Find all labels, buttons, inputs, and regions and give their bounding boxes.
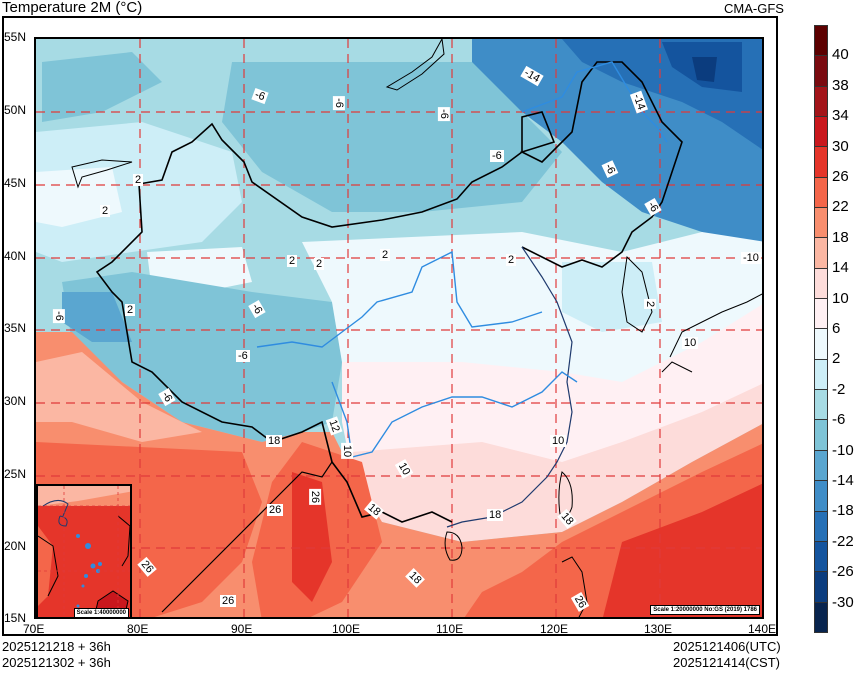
south-china-sea-inset: Scale 1:40000000	[36, 484, 132, 617]
colorbar-tick-label: -6	[832, 411, 846, 429]
lat-label: 25N	[4, 467, 27, 481]
lon-label: 70E	[23, 622, 45, 636]
lon-label: 130E	[644, 622, 673, 636]
model-name: CMA-GFS	[724, 1, 784, 16]
lat-label: 15N	[4, 611, 27, 625]
colorbar-tick-label: -22	[832, 532, 854, 550]
colorbar-tick-label: 18	[832, 228, 849, 246]
colorbar-bin	[815, 208, 827, 239]
contour-label: -6	[236, 350, 250, 362]
map-scale-label: Scale 1:20000000 No:GS (2019) 1786	[650, 605, 760, 615]
contour-label: 18	[487, 509, 504, 521]
lat-label: 20N	[4, 539, 27, 553]
colorbar-bin	[815, 602, 827, 632]
lon-label: 80E	[127, 622, 149, 636]
colorbar-tick-label: 2	[832, 350, 841, 368]
lon-label: 140E	[748, 622, 777, 636]
colorbar-tick-label: 30	[832, 137, 849, 155]
contour-label: 18	[266, 435, 283, 447]
amur-river	[521, 61, 668, 143]
valid-time-utc: 2025121406(UTC)	[673, 639, 781, 654]
lat-label: 50N	[4, 103, 27, 117]
colorbar-bin	[815, 511, 827, 542]
colorbar-bin	[815, 420, 827, 451]
contour-label: 2	[644, 298, 657, 310]
plot-frame	[2, 16, 778, 636]
yellow-river	[256, 250, 543, 348]
colorbar-bin	[815, 450, 827, 482]
lat-label: 45N	[4, 176, 27, 190]
colorbar-tick-label: 26	[832, 168, 849, 185]
lon-label: 110E	[436, 622, 464, 636]
contour-label: 2	[506, 254, 517, 266]
contour-label: -6	[52, 309, 65, 323]
lat-label: 55N	[4, 30, 27, 44]
colorbar-bin	[815, 117, 827, 148]
init-time-cst: 2025121302 + 36h	[2, 655, 111, 670]
valid-time-cst: 2025121414(CST)	[673, 655, 780, 670]
contour-label: 2	[133, 174, 144, 186]
colorbar-bin	[815, 26, 827, 57]
colorbar-bin	[815, 238, 827, 269]
contour-label: -10	[741, 252, 761, 264]
contour-label: 10	[341, 442, 354, 460]
contour-label: 2	[125, 304, 136, 316]
colorbar-tick-label: 6	[832, 320, 841, 337]
colorbar-bin	[815, 86, 827, 118]
contour-label: 2	[287, 255, 298, 267]
contour-label: 26	[309, 488, 322, 506]
contour-label: 2	[380, 249, 391, 261]
contour-label: -6	[490, 150, 504, 162]
colorbar-tick-label: 40	[832, 46, 849, 64]
colorbar-tick-label: 38	[832, 76, 849, 94]
colorbar-tick-label: -10	[832, 441, 854, 459]
colorbar-tick-label: 22	[832, 198, 849, 216]
colorbar-tick-label: -2	[832, 380, 846, 398]
colorbar-tick-label: -18	[832, 502, 854, 520]
contour-label: 10	[682, 337, 699, 349]
lon-label: 120E	[540, 622, 569, 636]
colorbar-bin	[815, 177, 827, 209]
colorbar	[814, 25, 828, 633]
contour-label: 10	[550, 435, 567, 447]
colorbar-tick-label: 34	[832, 107, 849, 125]
lat-label: 30N	[4, 394, 27, 408]
contour-label: -6	[437, 107, 450, 121]
colorbar-bin	[815, 481, 827, 512]
colorbar-bin	[815, 572, 827, 603]
chart-title: Temperature 2M (°C)	[2, 0, 143, 16]
contour-label: -6	[332, 96, 345, 110]
init-time-utc: 2025121218 + 36h	[2, 639, 111, 654]
lon-label: 100E	[332, 622, 361, 636]
colorbar-tick-label: 10	[832, 289, 849, 307]
lat-label: 40N	[4, 249, 27, 263]
colorbar-tick-label: -30	[832, 593, 854, 611]
temperature-field	[36, 39, 762, 617]
contour-label: 26	[220, 595, 237, 607]
contour-label: 26	[267, 504, 284, 516]
colorbar-bin	[815, 56, 827, 87]
graticule	[36, 39, 762, 617]
temperature-map: -6 -6 -6 -6 -14 -14 -6 -6 -10 2 2 2 2 2 2 2 -6 -6 -6 -6 2 10 1…	[34, 37, 764, 619]
lon-label: 90E	[231, 622, 253, 636]
colorbar-bin	[815, 541, 827, 573]
colorbar-tick-label: 14	[832, 259, 849, 277]
inset-scale-label: Scale 1:40000000	[73, 608, 129, 617]
contour-label: 2	[314, 258, 325, 270]
colorbar-tick-label: -26	[832, 563, 854, 581]
lat-label: 35N	[4, 321, 27, 335]
colorbar-bin	[815, 329, 827, 360]
colorbar-tick-label: -14	[832, 472, 854, 489]
colorbar-bin	[815, 390, 827, 421]
colorbar-bin	[815, 147, 827, 178]
colorbar-bin	[815, 359, 827, 391]
colorbar-bin	[815, 299, 827, 330]
inset-map	[38, 486, 130, 617]
contour-label: 2	[100, 205, 111, 217]
colorbar-bin	[815, 268, 827, 300]
